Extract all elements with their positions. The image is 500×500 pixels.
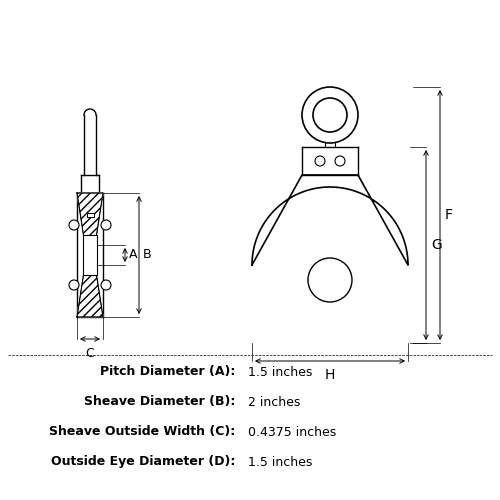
- Bar: [86, 213, 94, 217]
- Polygon shape: [77, 265, 103, 317]
- Text: 2 inches: 2 inches: [248, 396, 300, 408]
- Text: F: F: [445, 208, 453, 222]
- Text: G: G: [431, 238, 442, 252]
- Text: 1.5 inches: 1.5 inches: [248, 456, 312, 468]
- Text: H: H: [325, 368, 335, 382]
- Text: Sheave Diameter (B):: Sheave Diameter (B):: [84, 396, 235, 408]
- Polygon shape: [252, 175, 408, 265]
- Circle shape: [101, 220, 111, 230]
- Text: Pitch Diameter (A):: Pitch Diameter (A):: [100, 366, 235, 378]
- Circle shape: [101, 280, 111, 290]
- Text: 1.5 inches: 1.5 inches: [248, 366, 312, 378]
- Text: B: B: [143, 248, 152, 262]
- Polygon shape: [77, 193, 103, 245]
- Text: Sheave Outside Width (C):: Sheave Outside Width (C):: [49, 426, 235, 438]
- Bar: [83, 235, 97, 275]
- Circle shape: [315, 156, 325, 166]
- Text: 0.4375 inches: 0.4375 inches: [248, 426, 336, 438]
- Circle shape: [335, 156, 345, 166]
- Circle shape: [69, 220, 79, 230]
- Circle shape: [302, 87, 358, 143]
- Text: A: A: [129, 248, 138, 262]
- Circle shape: [69, 280, 79, 290]
- Circle shape: [313, 98, 347, 132]
- Circle shape: [308, 258, 352, 302]
- Text: Outside Eye Diameter (D):: Outside Eye Diameter (D):: [50, 456, 235, 468]
- Text: C: C: [86, 347, 94, 360]
